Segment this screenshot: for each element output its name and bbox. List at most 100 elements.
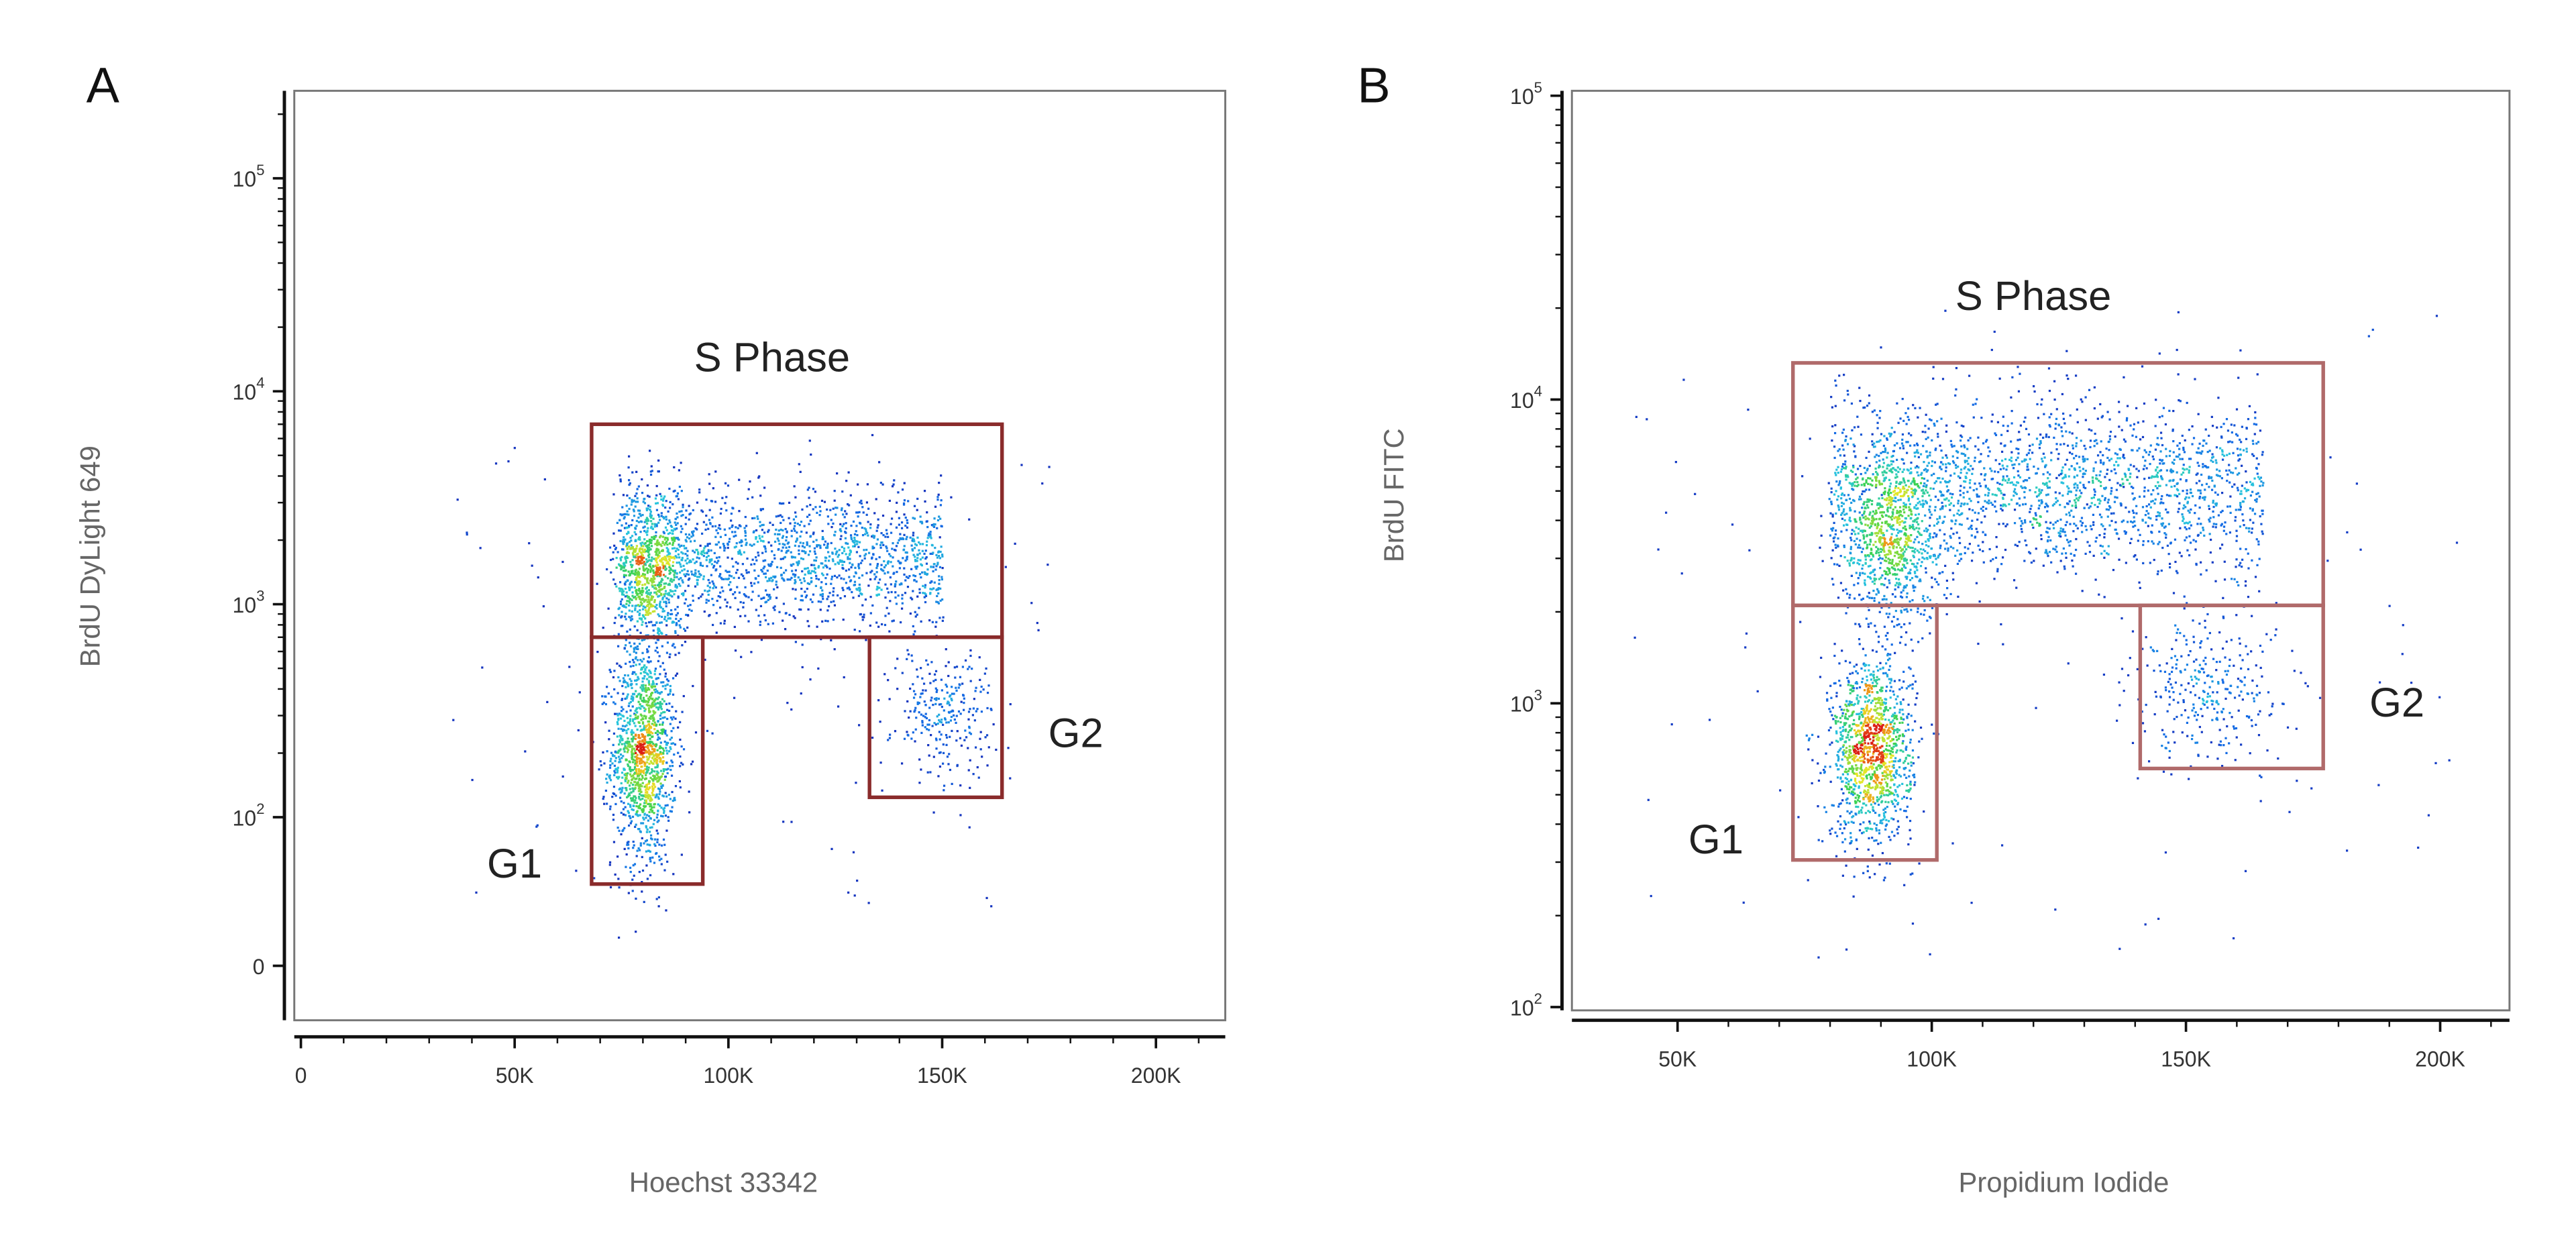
data-point — [634, 658, 637, 660]
data-point — [1863, 791, 1866, 794]
data-point — [667, 556, 669, 558]
data-point — [667, 693, 669, 696]
data-point — [894, 584, 897, 586]
data-point — [631, 570, 634, 572]
data-point — [662, 565, 665, 568]
data-point — [790, 556, 794, 558]
data-point — [894, 596, 897, 599]
data-point — [1848, 745, 1851, 747]
data-point — [1909, 787, 1912, 790]
data-point — [625, 602, 628, 605]
data-point — [651, 556, 653, 559]
data-point — [1878, 713, 1880, 717]
data-point — [755, 537, 757, 540]
data-point — [1896, 729, 1898, 731]
data-point — [1882, 730, 1885, 733]
data-point — [638, 663, 641, 666]
data-point — [641, 776, 644, 779]
data-point — [929, 581, 932, 584]
data-point — [657, 573, 660, 576]
data-point — [684, 559, 687, 562]
data-point — [637, 700, 640, 703]
data-point — [807, 572, 810, 575]
data-point — [652, 823, 655, 825]
data-point — [830, 576, 834, 578]
data-point — [645, 864, 648, 867]
data-point — [636, 620, 639, 623]
data-point — [776, 533, 780, 535]
data-point — [990, 905, 993, 908]
data-point — [798, 562, 800, 565]
data-point — [763, 486, 766, 489]
data-point — [1850, 786, 1853, 789]
data-point — [631, 747, 634, 750]
data-point — [536, 824, 539, 827]
data-point — [877, 699, 880, 702]
data-point — [841, 566, 844, 570]
data-point — [635, 560, 638, 562]
data-point — [1864, 737, 1867, 739]
data-point — [643, 548, 647, 551]
data-point — [642, 686, 645, 690]
data-point — [1897, 825, 1900, 829]
data-point — [852, 545, 855, 547]
data-point — [1902, 718, 1905, 721]
data-point — [703, 552, 706, 555]
data-point — [1817, 779, 1821, 782]
data-point — [648, 729, 651, 732]
data-point — [1852, 768, 1855, 770]
data-point — [471, 778, 474, 782]
data-point — [612, 701, 615, 704]
data-point — [1837, 755, 1840, 758]
data-point — [636, 593, 639, 596]
data-point — [1833, 654, 1836, 658]
data-point — [1886, 768, 1888, 771]
data-point — [627, 479, 631, 482]
data-point — [1839, 721, 1842, 724]
data-point — [1892, 745, 1895, 748]
data-point — [645, 690, 647, 693]
data-point — [1864, 731, 1866, 734]
data-point — [896, 658, 899, 660]
data-point — [624, 806, 627, 808]
data-point — [614, 750, 617, 753]
data-point — [674, 584, 677, 586]
data-point — [1876, 774, 1878, 777]
data-point — [635, 683, 638, 686]
data-point — [627, 704, 630, 707]
data-point — [633, 844, 635, 847]
data-point — [640, 750, 643, 753]
data-point — [661, 762, 664, 765]
data-point — [879, 578, 881, 581]
data-point — [629, 709, 632, 712]
data-point — [920, 620, 922, 623]
data-point — [858, 541, 861, 543]
data-point — [888, 630, 891, 633]
data-point — [1857, 796, 1860, 799]
data-point — [648, 645, 651, 648]
data-point — [895, 526, 898, 529]
data-point — [951, 699, 953, 702]
data-point — [847, 471, 850, 474]
data-point — [680, 462, 682, 464]
data-point — [749, 543, 751, 546]
data-point — [653, 578, 655, 580]
data-point — [1884, 810, 1887, 814]
data-point — [1890, 727, 1893, 729]
data-point — [935, 554, 938, 556]
data-point — [932, 552, 934, 554]
data-point — [735, 561, 737, 564]
data-point — [949, 704, 951, 706]
data-point — [601, 695, 604, 698]
data-point — [869, 571, 872, 574]
data-point — [742, 606, 745, 609]
data-point — [1885, 819, 1888, 821]
data-point — [643, 699, 645, 702]
data-point — [806, 488, 809, 491]
data-point — [657, 803, 659, 806]
data-point — [466, 533, 468, 536]
data-point — [616, 723, 619, 725]
data-point — [663, 843, 666, 846]
data-point — [666, 641, 669, 644]
data-point — [646, 651, 649, 653]
